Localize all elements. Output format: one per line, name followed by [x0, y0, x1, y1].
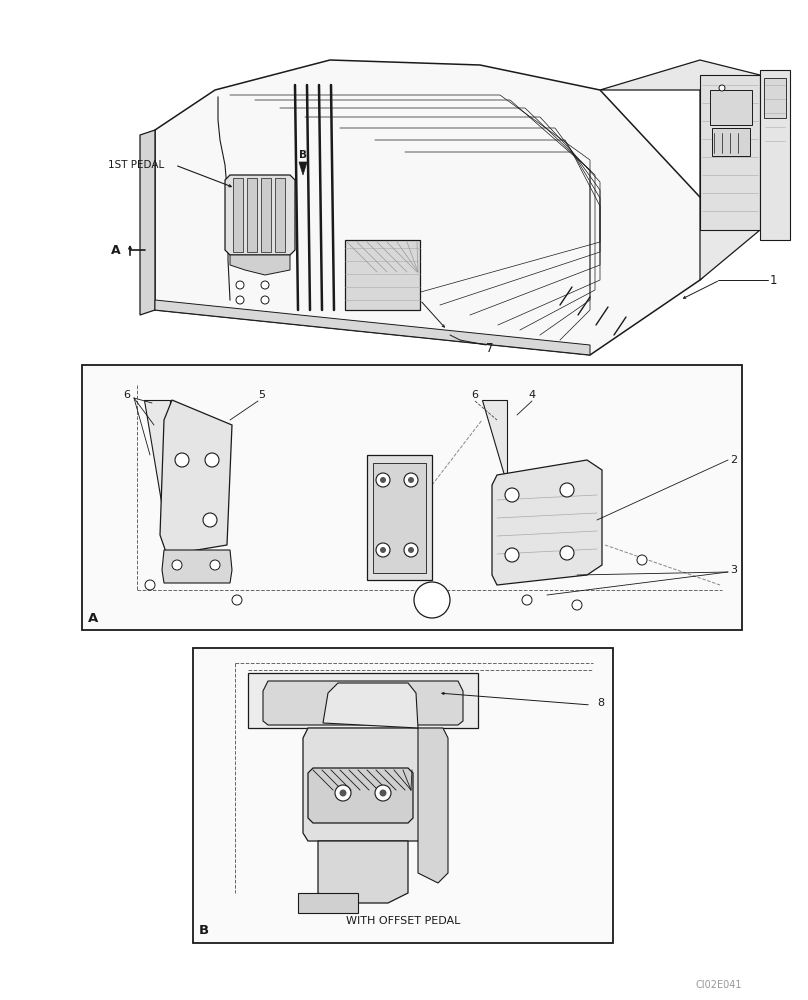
Text: CI02E041: CI02E041 — [695, 980, 742, 990]
Polygon shape — [299, 162, 307, 175]
Polygon shape — [303, 728, 423, 841]
Polygon shape — [230, 255, 290, 275]
Circle shape — [380, 477, 386, 483]
Text: WITH OFFSET PEDAL: WITH OFFSET PEDAL — [346, 916, 461, 926]
Bar — [247, 178, 257, 252]
Circle shape — [572, 600, 582, 610]
Bar — [710, 90, 752, 125]
Circle shape — [414, 582, 450, 618]
Circle shape — [408, 477, 414, 483]
Text: 2: 2 — [730, 455, 738, 465]
Polygon shape — [600, 60, 760, 280]
Circle shape — [175, 453, 189, 467]
Polygon shape — [162, 550, 232, 583]
Polygon shape — [160, 400, 232, 555]
Circle shape — [236, 296, 244, 304]
Polygon shape — [482, 400, 507, 485]
Polygon shape — [418, 728, 448, 883]
Text: 3: 3 — [730, 565, 738, 575]
Bar — [193, 648, 613, 943]
Polygon shape — [298, 893, 358, 913]
Bar — [82, 365, 742, 630]
Polygon shape — [492, 460, 602, 585]
Polygon shape — [155, 300, 590, 355]
Bar — [760, 70, 790, 240]
Polygon shape — [248, 673, 478, 728]
Circle shape — [376, 473, 390, 487]
Text: 7: 7 — [486, 342, 494, 355]
Circle shape — [203, 513, 217, 527]
Polygon shape — [323, 683, 418, 728]
Circle shape — [339, 790, 347, 796]
Circle shape — [560, 483, 574, 497]
Circle shape — [380, 790, 386, 796]
Polygon shape — [263, 681, 463, 725]
Circle shape — [505, 548, 519, 562]
Circle shape — [261, 281, 269, 289]
Bar — [373, 463, 426, 573]
Circle shape — [637, 555, 647, 565]
Text: A: A — [112, 243, 121, 256]
Text: 5: 5 — [259, 390, 266, 400]
Circle shape — [210, 560, 220, 570]
Polygon shape — [345, 240, 420, 310]
Circle shape — [522, 595, 532, 605]
Circle shape — [560, 546, 574, 560]
Circle shape — [376, 543, 390, 557]
Circle shape — [404, 473, 418, 487]
Text: 8: 8 — [597, 698, 604, 708]
Polygon shape — [700, 75, 760, 230]
Circle shape — [172, 560, 182, 570]
Circle shape — [261, 296, 269, 304]
Circle shape — [145, 580, 155, 590]
Text: 4: 4 — [528, 390, 536, 400]
Polygon shape — [144, 400, 170, 555]
Bar — [712, 128, 750, 156]
Polygon shape — [140, 130, 155, 315]
Circle shape — [719, 85, 725, 91]
Circle shape — [232, 595, 242, 605]
Circle shape — [375, 785, 391, 801]
Circle shape — [236, 281, 244, 289]
Circle shape — [380, 547, 386, 553]
Polygon shape — [318, 841, 408, 903]
Text: 1: 1 — [770, 273, 777, 286]
Text: A: A — [88, 611, 99, 624]
Polygon shape — [308, 768, 413, 823]
Bar — [367, 455, 432, 580]
Text: B: B — [199, 924, 209, 938]
Polygon shape — [155, 60, 740, 355]
Circle shape — [505, 488, 519, 502]
Circle shape — [335, 785, 351, 801]
Circle shape — [408, 547, 414, 553]
Bar — [764, 78, 786, 118]
Circle shape — [205, 453, 219, 467]
Bar — [275, 178, 285, 252]
Text: 6: 6 — [124, 390, 131, 400]
Bar — [233, 178, 243, 252]
Text: 6: 6 — [472, 390, 478, 400]
Bar — [261, 178, 271, 252]
Text: B: B — [299, 150, 307, 160]
Text: 1ST PEDAL: 1ST PEDAL — [108, 160, 164, 170]
Circle shape — [404, 543, 418, 557]
Polygon shape — [225, 175, 295, 255]
